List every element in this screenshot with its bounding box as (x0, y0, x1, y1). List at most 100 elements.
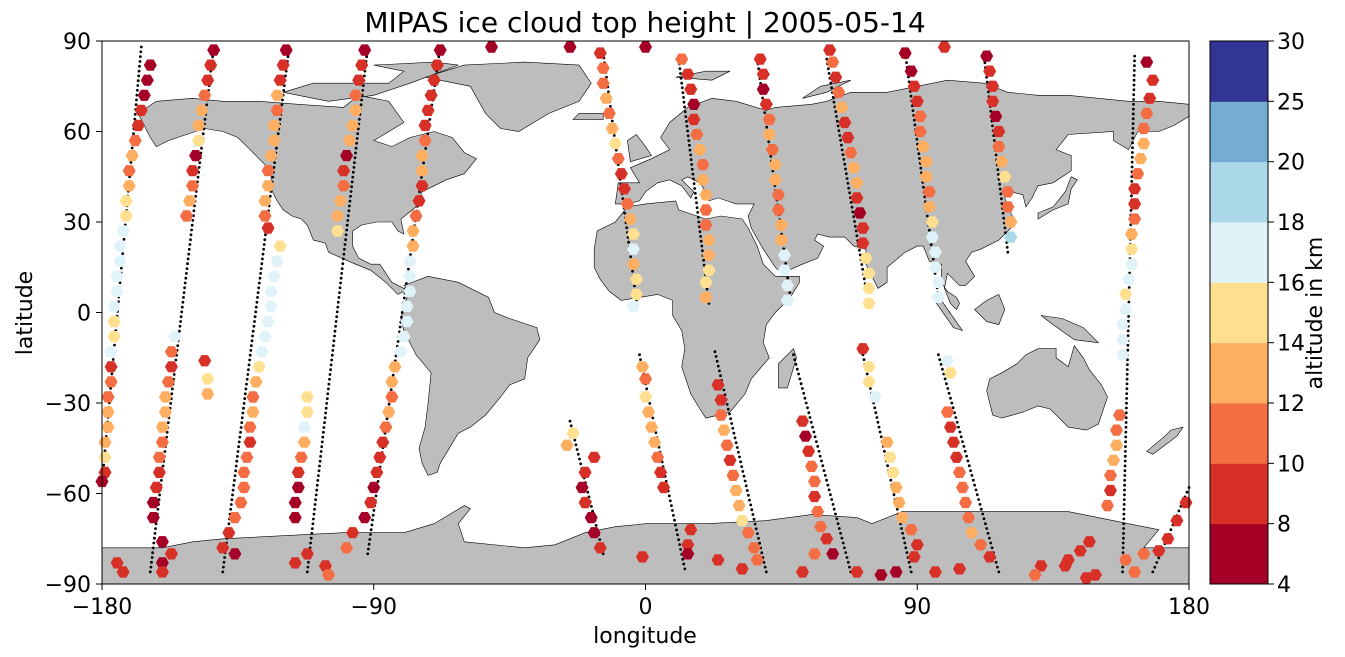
track-dot (801, 387, 804, 390)
track-dot (651, 416, 655, 420)
track-dot (1169, 528, 1173, 532)
track-dot (338, 291, 341, 294)
track-dot (280, 103, 284, 107)
cloud-point (684, 524, 698, 536)
cloud-point (835, 101, 849, 113)
cloud-point (639, 373, 652, 385)
track-dot (996, 565, 999, 569)
cloud-point (856, 343, 870, 355)
cloud-point (995, 156, 1009, 168)
cloud-point (255, 346, 269, 358)
track-dot (161, 464, 165, 468)
cloud-point (617, 183, 631, 195)
cloud-point (270, 89, 284, 101)
cloud-point (714, 394, 728, 406)
track-dot (949, 396, 952, 400)
cloud-point (331, 210, 344, 222)
cloud-point (620, 198, 634, 210)
track-dot (1177, 509, 1181, 513)
track-dot (999, 192, 1003, 196)
track-dot (929, 243, 933, 247)
cloud-point (261, 165, 275, 177)
track-dot (754, 527, 758, 531)
track-dot (189, 233, 193, 237)
track-dot (947, 391, 951, 395)
track-dot (284, 74, 287, 78)
track-dot (367, 542, 371, 546)
cloud-point (243, 436, 257, 448)
track-dot (841, 541, 845, 545)
track-dot (317, 469, 321, 473)
track-dot (424, 147, 428, 150)
track-dot (317, 474, 320, 477)
track-dot (234, 464, 238, 468)
track-dot (239, 430, 242, 434)
track-dot (738, 455, 741, 459)
track-dot (234, 469, 238, 473)
cloud-point (427, 74, 441, 86)
track-dot (376, 480, 380, 483)
track-dot (251, 329, 255, 333)
track-dot (242, 402, 246, 405)
track-dot (762, 561, 766, 564)
track-dot (699, 235, 702, 238)
track-dot (978, 503, 982, 506)
track-dot (793, 358, 797, 361)
cloud-point (237, 466, 251, 478)
track-dot (744, 484, 748, 488)
track-dot (840, 536, 844, 540)
track-dot (306, 565, 310, 569)
track-dot (1126, 329, 1130, 333)
cloud-point (1079, 572, 1093, 584)
track-dot (795, 367, 799, 371)
track-dot (250, 339, 254, 343)
track-dot (578, 457, 581, 461)
track-dot (843, 162, 847, 166)
cloud-point (928, 261, 942, 273)
cloud-point (799, 430, 812, 442)
track-dot (794, 363, 798, 366)
cloud-point (415, 180, 429, 192)
track-dot (148, 570, 152, 574)
cloud-point (107, 315, 121, 328)
track-dot (1125, 392, 1129, 395)
cloud-point (207, 44, 221, 56)
track-dot (1127, 319, 1130, 323)
track-dot (702, 258, 705, 262)
cloud-point (267, 119, 281, 132)
track-dot (954, 416, 958, 419)
cloud-point (681, 68, 695, 80)
cloud-point (883, 451, 897, 463)
track-dot (846, 181, 850, 185)
track-dot (680, 86, 684, 90)
track-dot (705, 287, 709, 291)
track-dot (366, 552, 370, 556)
track-dot (222, 565, 225, 569)
track-dot (328, 377, 331, 381)
track-dot (120, 266, 123, 270)
track-dot (1123, 483, 1126, 487)
track-dot (236, 450, 240, 453)
cloud-point (1128, 198, 1142, 210)
cloud-point (575, 481, 589, 494)
track-dot (844, 167, 847, 171)
x-tick-label: 90 (903, 595, 931, 620)
track-dot (333, 334, 336, 338)
cloud-point (889, 566, 903, 578)
track-dot (154, 527, 157, 530)
cloud-point (774, 219, 788, 231)
track-dot (194, 194, 198, 198)
track-dot (692, 182, 696, 186)
cloud-point (702, 249, 716, 261)
track-dot (332, 339, 336, 343)
cloud-point (1137, 548, 1151, 560)
track-dot (977, 498, 980, 501)
track-dot (981, 512, 985, 516)
cloud-point (642, 406, 655, 418)
track-dot (360, 98, 363, 102)
track-dot (815, 440, 818, 443)
cloud-point (808, 475, 822, 488)
cloud-point (889, 481, 903, 494)
cloud-point (358, 44, 372, 56)
